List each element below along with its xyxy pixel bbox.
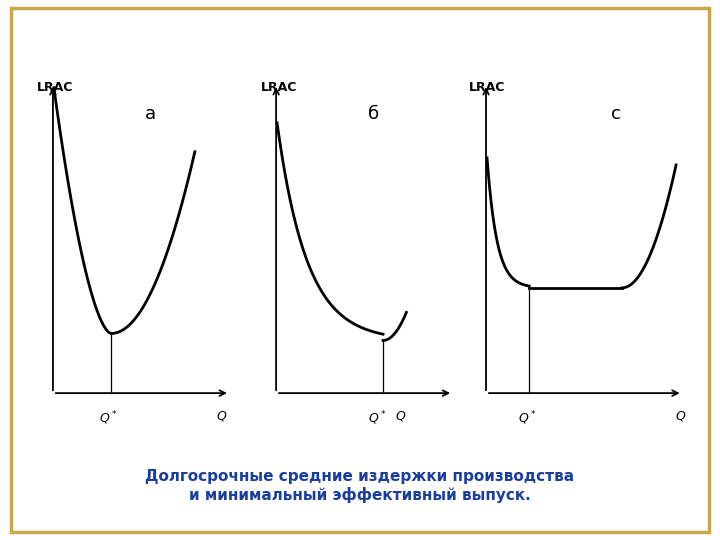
Text: $Q^*$: $Q^*$ xyxy=(518,409,536,427)
Text: LRAC: LRAC xyxy=(469,80,505,94)
Text: LRAC: LRAC xyxy=(37,80,73,94)
Text: а: а xyxy=(145,105,156,123)
Text: LRAC: LRAC xyxy=(261,80,297,94)
Text: $Q$: $Q$ xyxy=(217,409,228,423)
Text: б: б xyxy=(368,105,379,123)
Text: Долгосрочные средние издержки производства
и минимальный эффективный выпуск.: Долгосрочные средние издержки производст… xyxy=(145,469,575,503)
Text: $Q^*$: $Q^*$ xyxy=(99,409,117,427)
Text: $Q^*$: $Q^*$ xyxy=(368,409,387,427)
Text: $Q$: $Q$ xyxy=(675,409,686,423)
Text: с: с xyxy=(611,105,621,123)
Text: $Q$: $Q$ xyxy=(395,409,406,423)
